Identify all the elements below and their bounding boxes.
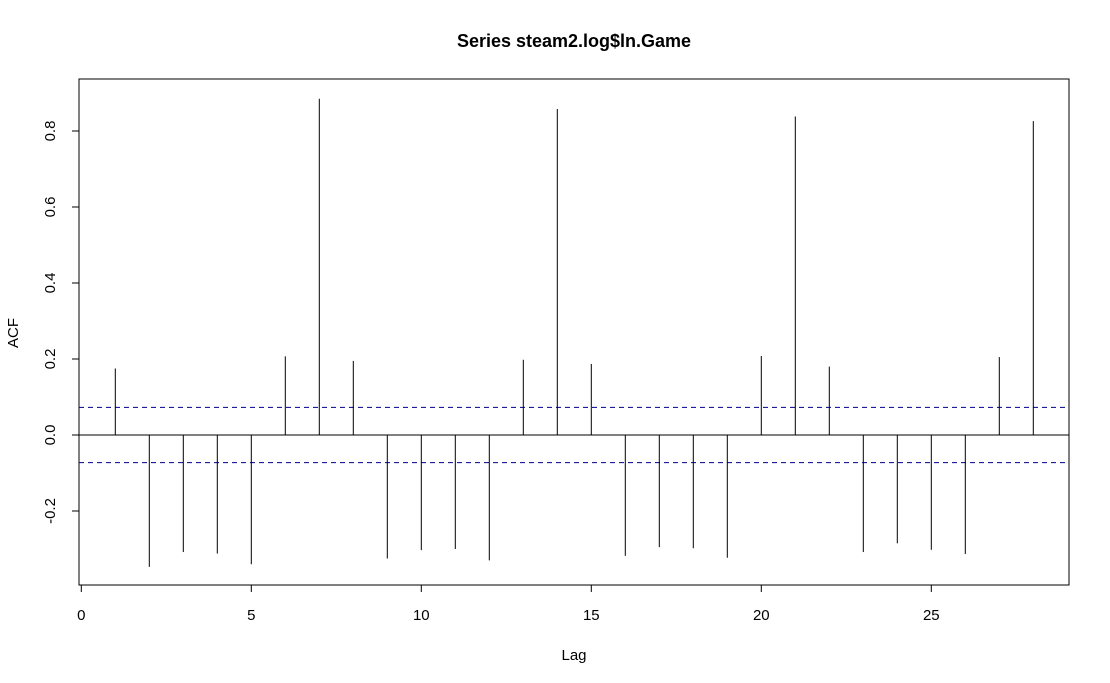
x-tick-label: 25 bbox=[923, 607, 940, 624]
x-axis-label: Lag bbox=[561, 647, 586, 664]
x-tick-label: 20 bbox=[753, 607, 770, 624]
y-tick-label: 0.6 bbox=[42, 197, 59, 218]
y-axis: -0.2 0.0 0.2 0.4 0.6 0.8 bbox=[42, 121, 80, 524]
y-tick-label: 0.2 bbox=[42, 349, 59, 370]
x-tick-label: 0 bbox=[77, 607, 85, 624]
y-tick-label: 0.0 bbox=[42, 425, 59, 446]
plot-frame bbox=[78, 78, 1070, 586]
y-tick-label: 0.4 bbox=[42, 273, 59, 294]
reference-lines bbox=[79, 406, 1069, 464]
x-tick-label: 15 bbox=[583, 607, 600, 624]
x-tick-label: 5 bbox=[247, 607, 255, 624]
chart-title: Series steam2.log$ln.Game bbox=[457, 31, 691, 51]
acf-spikes bbox=[114, 98, 1034, 567]
y-tick-label: 0.8 bbox=[42, 121, 59, 142]
x-axis: 0 5 10 15 20 25 bbox=[77, 584, 940, 624]
y-tick-label: -0.2 bbox=[42, 498, 59, 524]
x-tick-label: 10 bbox=[413, 607, 430, 624]
y-axis-label: ACF bbox=[5, 318, 22, 348]
